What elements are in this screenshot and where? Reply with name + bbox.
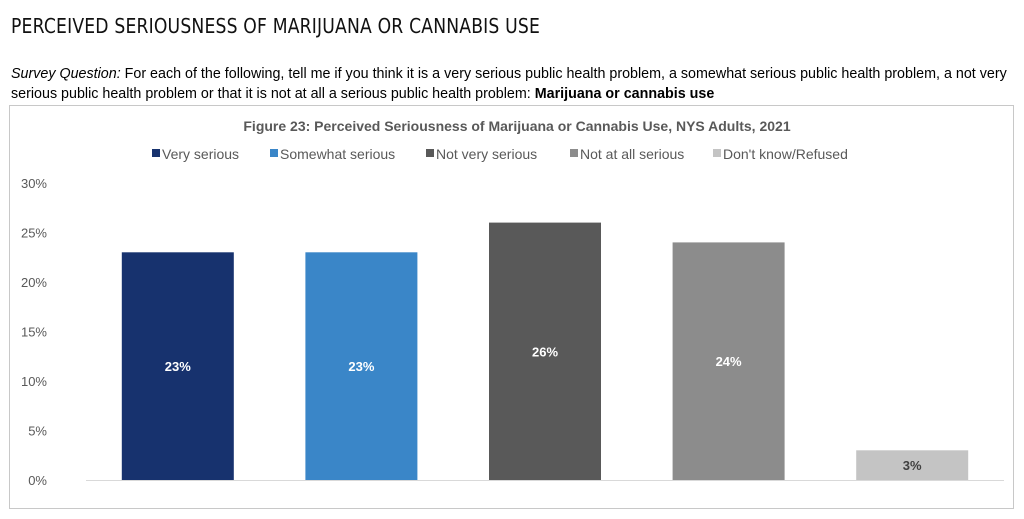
legend-label: Not very serious — [436, 146, 537, 162]
y-tick-label: 0% — [28, 473, 47, 488]
bar — [856, 450, 969, 480]
survey-question-text: For each of the following, tell me if yo… — [11, 66, 1007, 102]
y-tick-label: 25% — [21, 226, 47, 241]
bar — [121, 252, 234, 480]
legend-swatch — [152, 149, 160, 157]
bar — [672, 242, 785, 480]
bar — [305, 252, 418, 480]
legend-label: Don't know/Refused — [723, 146, 848, 162]
legend-swatch — [570, 149, 578, 157]
chart-frame — [9, 105, 1014, 509]
legend-item: Don't know/Refused — [713, 146, 848, 162]
y-tick-label: 20% — [21, 275, 47, 290]
legend-item: Somewhat serious — [270, 146, 395, 162]
legend-label: Not at all serious — [580, 146, 684, 162]
bar-data-label: 23% — [348, 359, 374, 374]
bar-data-label: 23% — [165, 359, 191, 374]
legend-swatch — [426, 149, 434, 157]
legend-swatch — [270, 149, 278, 157]
survey-question: Survey Question: For each of the followi… — [11, 64, 1016, 104]
bar-data-label: 26% — [532, 344, 558, 359]
y-tick-label: 5% — [28, 424, 47, 439]
legend-item: Not at all serious — [570, 146, 684, 162]
legend-swatch — [713, 149, 721, 157]
survey-question-topic: Marijuana or cannabis use — [534, 86, 715, 102]
bar-data-label: 24% — [716, 354, 742, 369]
legend-item: Not very serious — [426, 146, 537, 162]
y-tick-label: 10% — [21, 374, 47, 389]
bar-data-label: 3% — [903, 458, 922, 473]
bar — [489, 222, 601, 480]
legend-label: Somewhat serious — [280, 146, 395, 162]
survey-question-label: Survey Question: — [11, 66, 121, 82]
legend-item: Very serious — [152, 146, 239, 162]
page-heading: PERCEIVED SERIOUSNESS OF MARIJUANA OR CA… — [11, 14, 541, 38]
chart-title: Figure 23: Perceived Seriousness of Mari… — [243, 118, 790, 134]
y-tick-label: 30% — [21, 176, 47, 191]
legend-label: Very serious — [162, 146, 239, 162]
y-tick-label: 15% — [21, 325, 47, 340]
